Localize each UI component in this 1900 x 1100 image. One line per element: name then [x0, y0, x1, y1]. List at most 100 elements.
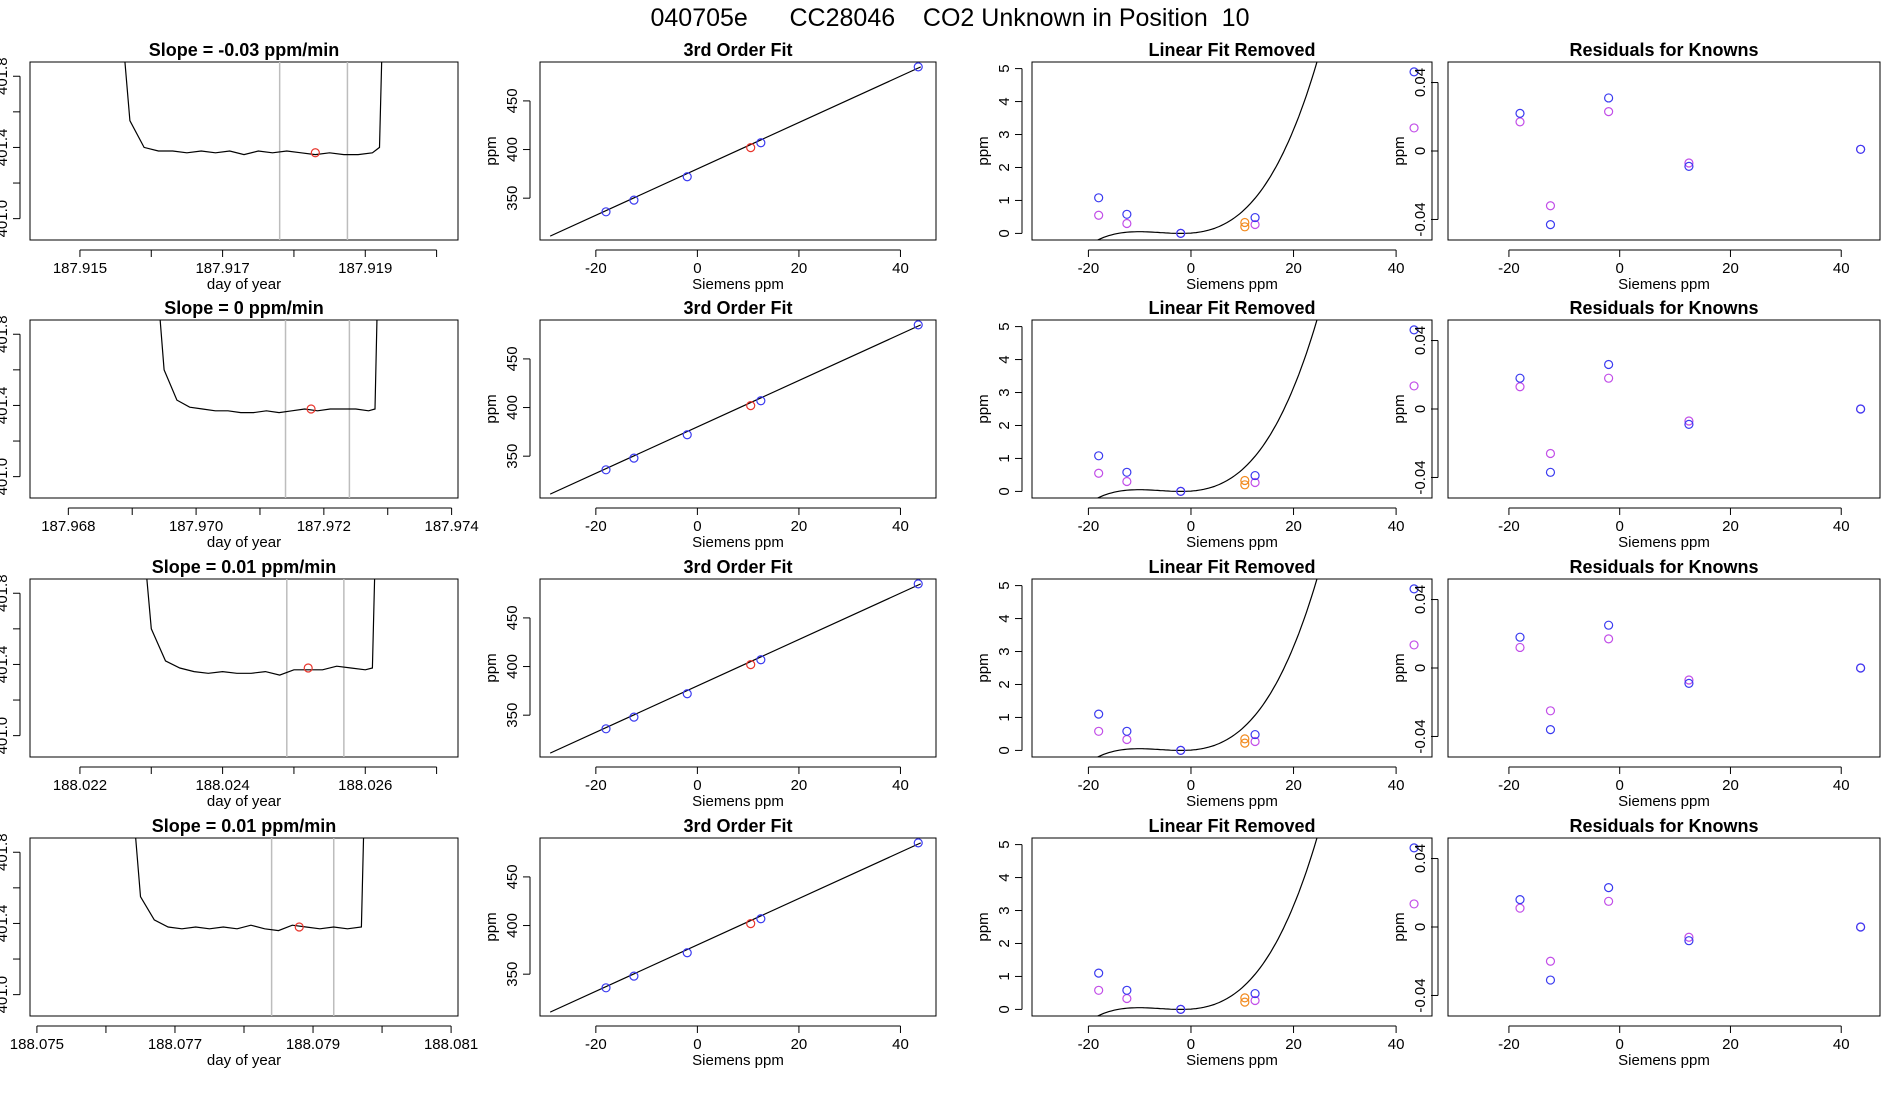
- data-point-red: [294, 922, 304, 932]
- y-tick-label: 350: [504, 186, 521, 211]
- x-axis-label: day of year: [207, 1052, 281, 1069]
- x-tick-label: 20: [1285, 1036, 1302, 1053]
- series-line: [135, 838, 365, 932]
- data-point-blue: [1176, 228, 1186, 239]
- x-tick-label: 20: [791, 777, 808, 794]
- y-axis-label: ppm: [1391, 912, 1408, 941]
- data-point-blue: [1176, 745, 1186, 756]
- data-point-violet: [1122, 734, 1132, 745]
- data-point-blue: [1409, 584, 1419, 594]
- data-point-blue: [1604, 359, 1614, 370]
- x-axis-label: day of year: [207, 534, 281, 551]
- x-tick-label: 188.075: [10, 1036, 64, 1053]
- series-line: [159, 320, 378, 414]
- x-axis-label: day of year: [207, 793, 281, 810]
- y-tick-label: 0: [1412, 147, 1429, 155]
- plot-area: [549, 62, 923, 237]
- panel-title: Residuals for Knowns: [1569, 40, 1758, 60]
- data-point-blue: [1604, 93, 1614, 103]
- data-point-blue: [1545, 725, 1556, 735]
- y-tick-label: 4: [996, 97, 1013, 105]
- data-point-violet: [1250, 477, 1260, 488]
- x-axis-label: Siemens ppm: [1186, 793, 1278, 810]
- data-point-blue: [1122, 985, 1132, 995]
- plot-frame: [1031, 837, 1433, 1017]
- data-point-blue: [682, 689, 692, 699]
- x-tick-label: 0: [1187, 260, 1195, 277]
- y-tick-label: 0: [996, 229, 1013, 237]
- plot-frame: [539, 578, 937, 758]
- x-tick-label: 20: [1722, 260, 1739, 277]
- data-point-blue: [629, 971, 639, 981]
- plot-area: [1094, 320, 1419, 498]
- y-tick-label: 0.04: [1412, 585, 1429, 614]
- x-tick-label: 188.022: [53, 777, 107, 794]
- data-point-violet: [1122, 218, 1132, 229]
- y-tick-label: 400: [504, 137, 521, 162]
- data-point-blue: [756, 655, 766, 665]
- figure-title: 040705e CC28046 CO2 Unknown in Position …: [650, 4, 1250, 32]
- data-point-blue: [1094, 968, 1104, 978]
- x-tick-label: 187.917: [195, 260, 249, 277]
- data-point-violet: [1684, 416, 1694, 426]
- data-point-blue: [629, 453, 639, 463]
- x-tick-label: 20: [1285, 260, 1302, 277]
- y-tick-label: 401.0: [0, 976, 11, 1014]
- y-tick-label: 350: [504, 444, 521, 469]
- y-tick-label: 350: [504, 703, 521, 728]
- data-point-blue: [682, 430, 692, 440]
- y-axis-label: ppm: [975, 653, 992, 682]
- y-tick-label: -0.04: [1412, 202, 1429, 236]
- data-point-violet: [1515, 382, 1525, 392]
- data-point-blue: [1250, 729, 1260, 740]
- data-point-violet: [1515, 903, 1525, 913]
- data-point-red: [746, 400, 756, 411]
- panel-title: Slope = 0.01 ppm/min: [152, 816, 337, 836]
- x-tick-label: 187.919: [338, 260, 392, 277]
- plot-frame: [29, 61, 459, 241]
- data-point-blue: [913, 838, 923, 848]
- panel-title: Slope = 0 ppm/min: [164, 298, 324, 318]
- x-tick-label: 0: [1187, 777, 1195, 794]
- data-point-blue: [1545, 219, 1556, 230]
- data-point-blue: [629, 712, 639, 722]
- plot-frame: [1447, 837, 1881, 1017]
- x-axis-label: Siemens ppm: [692, 276, 784, 293]
- x-tick-label: 0: [1616, 260, 1624, 277]
- panel-residuals: Residuals for Knowns -20 0 20 40 Siemens ppm -…: [1391, 816, 1881, 1069]
- data-point-violet: [1545, 956, 1556, 966]
- plot-area: [124, 62, 383, 240]
- y-tick-label: 3: [996, 647, 1013, 655]
- data-point-blue: [1604, 620, 1614, 630]
- plot-area: [1094, 838, 1419, 1016]
- fit-line: [549, 842, 922, 1013]
- panel-time-series: Slope = 0 ppm/min 187.968 187.970 187.972 18…: [0, 298, 479, 551]
- data-point-violet: [1122, 476, 1132, 487]
- y-tick-label: 3: [996, 388, 1013, 396]
- data-point-blue: [1515, 373, 1525, 383]
- fit-line: [549, 66, 922, 237]
- plot-area: [135, 838, 365, 1016]
- y-tick-label: 401.0: [0, 717, 11, 755]
- x-tick-label: 187.915: [53, 260, 107, 277]
- plot-area: [1515, 93, 1866, 230]
- y-tick-label: 0: [1412, 405, 1429, 413]
- y-tick-label: 5: [996, 840, 1013, 848]
- data-point-blue: [756, 914, 766, 924]
- plot-frame: [1447, 61, 1881, 241]
- data-point-blue: [1545, 467, 1556, 477]
- x-tick-label: 0: [693, 518, 701, 535]
- data-point-violet: [1545, 201, 1556, 211]
- panel-residuals: Residuals for Knowns -20 0 20 40 Siemens ppm -…: [1391, 557, 1881, 810]
- panel-title: 3rd Order Fit: [683, 557, 792, 577]
- plot-frame: [29, 578, 459, 758]
- x-axis-label: Siemens ppm: [1186, 534, 1278, 551]
- panel-time-series: Slope = -0.03 ppm/min 187.915 187.917 187.9…: [0, 40, 459, 293]
- y-tick-label: 2: [996, 939, 1013, 947]
- data-point-violet: [1545, 706, 1556, 716]
- y-tick-label: 400: [504, 654, 521, 679]
- plot-frame: [29, 319, 459, 499]
- y-tick-label: 4: [996, 873, 1013, 881]
